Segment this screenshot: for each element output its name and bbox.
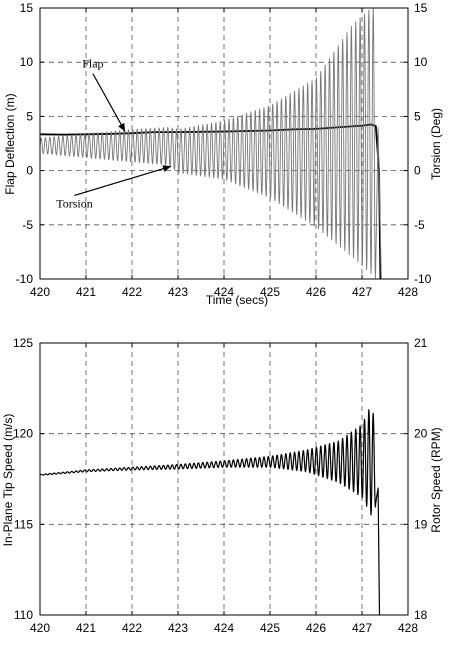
top-chart: 420 421 422 423 424 425 426 427 428-10-5051015-1… [3, 1, 443, 307]
x-tick-label: 422 [122, 621, 142, 635]
top-annotations: Flap Torsion [56, 57, 172, 210]
x-tick-label: 423 [168, 285, 188, 299]
annotation-arrowhead [162, 165, 172, 172]
bottom-chart: 420 421 422 423 424 425 426 427 428 110 115 120 125 1… [1, 336, 443, 635]
y-tick-label: 125 [13, 336, 33, 350]
top-y2-axis-label: Torsion (Deg) [429, 108, 443, 180]
top-series [40, 8, 382, 279]
annotation-flap: Flap [82, 57, 103, 71]
bottom-y-axis-label: In-Plane Tip Speed (m/s) [1, 414, 15, 547]
annotation-arrow-line [92, 73, 126, 132]
x-tick-label: 424 [214, 285, 234, 299]
y-tick-label: 5 [26, 109, 33, 123]
torsion-line [40, 8, 382, 279]
x-tick-label: 423 [168, 621, 188, 635]
x-tick-label: 425 [260, 621, 280, 635]
annotation-torsion: Torsion [56, 196, 93, 210]
y-tick-label: 15 [20, 1, 34, 15]
y2-tick-label: 19 [414, 517, 428, 531]
x-tick-label: 424 [214, 621, 234, 635]
x-tick-label: 426 [306, 285, 326, 299]
x-tick-label: 421 [76, 621, 96, 635]
annotation-arrowhead [118, 122, 126, 132]
x-tick-label: 420 [30, 621, 50, 635]
y2-tick-label: 0 [414, 164, 421, 178]
y2-tick-label: 5 [414, 109, 421, 123]
y-tick-label: 120 [13, 427, 33, 441]
top-gridlines [40, 8, 408, 279]
y-tick-label: 10 [20, 55, 34, 69]
x-tick-label: 425 [260, 285, 280, 299]
top-y-axis-label: Flap Deflection (m) [3, 93, 17, 194]
y2-tick-label: 21 [414, 336, 428, 350]
x-tick-label: 427 [352, 621, 372, 635]
annotation-arrow-line [74, 165, 172, 197]
y-tick-label: 110 [14, 608, 33, 622]
top-ticks: 420 421 422 423 424 425 426 427 428-10-5051015-1… [16, 1, 432, 299]
x-tick-label: 427 [352, 285, 372, 299]
top-x-axis-label: Time (secs) [206, 293, 268, 307]
y-tick-label: 0 [26, 164, 33, 178]
tip_speed-line [40, 409, 381, 615]
bottom-series [40, 409, 381, 615]
y2-tick-label: 10 [414, 55, 428, 69]
x-tick-label: 426 [306, 621, 326, 635]
y-tick-label: -10 [16, 272, 34, 286]
y-tick-label: 115 [14, 517, 33, 531]
bottom-y2-axis-label: Rotor Speed (RPM) [429, 427, 443, 532]
x-tick-label: 428 [398, 285, 418, 299]
y2-tick-label: 15 [414, 1, 428, 15]
y2-tick-label: -5 [414, 218, 425, 232]
x-tick-label: 422 [122, 285, 142, 299]
bottom-ticks: 420 421 422 423 424 425 426 427 428 110 115 120 125 1… [13, 336, 428, 635]
y2-tick-label: 20 [414, 427, 428, 441]
x-tick-label: 421 [76, 285, 96, 299]
y2-tick-label: 18 [414, 608, 428, 622]
y2-tick-label: -10 [414, 272, 432, 286]
x-tick-label: 428 [398, 621, 418, 635]
y-tick-label: -5 [22, 218, 33, 232]
x-tick-label: 420 [30, 285, 50, 299]
